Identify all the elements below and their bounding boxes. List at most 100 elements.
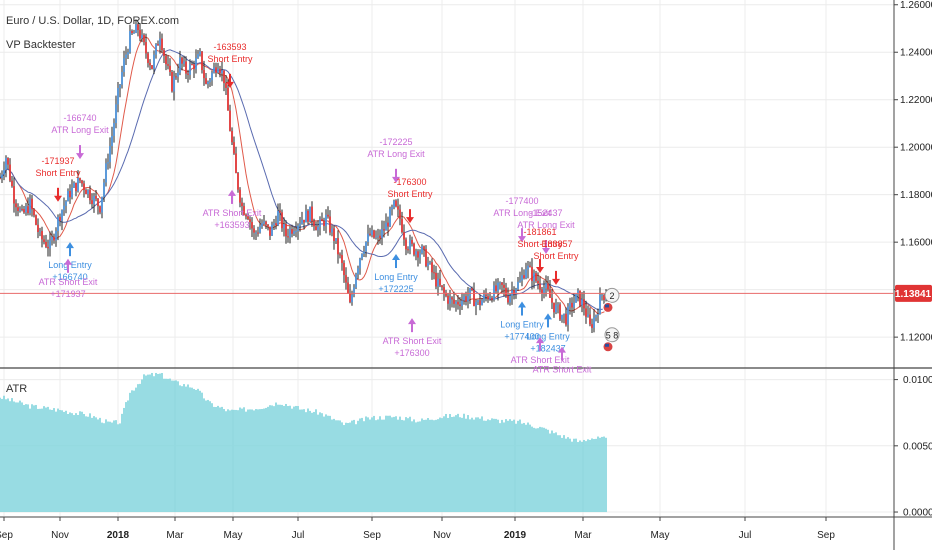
candle-body[interactable] xyxy=(159,38,161,46)
candle-body[interactable] xyxy=(491,297,493,300)
candle-body[interactable] xyxy=(235,153,237,174)
candle-body[interactable] xyxy=(411,240,413,244)
candle-body[interactable] xyxy=(67,190,69,202)
candle-body[interactable] xyxy=(297,225,299,231)
event-badge-circle[interactable] xyxy=(604,327,620,343)
candle-body[interactable] xyxy=(231,130,233,143)
candle-body[interactable] xyxy=(309,206,311,222)
candle-body[interactable] xyxy=(383,229,385,231)
candle-body[interactable] xyxy=(533,273,535,282)
candle-body[interactable] xyxy=(393,200,395,208)
candle-body[interactable] xyxy=(169,65,171,72)
candle-body[interactable] xyxy=(553,302,555,313)
candle-body[interactable] xyxy=(141,34,143,39)
candle-body[interactable] xyxy=(215,67,217,73)
candle-body[interactable] xyxy=(211,72,213,81)
candle-body[interactable] xyxy=(347,282,349,294)
candle-body[interactable] xyxy=(299,223,301,226)
candle-body[interactable] xyxy=(73,182,75,188)
candle-body[interactable] xyxy=(487,296,489,300)
candle-body[interactable] xyxy=(335,238,337,241)
candle-body[interactable] xyxy=(431,262,433,273)
candle-body[interactable] xyxy=(529,265,531,267)
candle-body[interactable] xyxy=(551,297,553,303)
candle-body[interactable] xyxy=(259,226,261,233)
candle-body[interactable] xyxy=(233,142,235,154)
event-badge[interactable]: 5 8 xyxy=(602,327,620,353)
candle-body[interactable] xyxy=(19,208,21,211)
candle-body[interactable] xyxy=(419,253,421,258)
candle-body[interactable] xyxy=(27,206,29,214)
candle-body[interactable] xyxy=(223,70,225,84)
candle-body[interactable] xyxy=(37,224,39,233)
candle-body[interactable] xyxy=(499,282,501,284)
candle-body[interactable] xyxy=(371,230,373,236)
candle-body[interactable] xyxy=(55,231,57,241)
candle-body[interactable] xyxy=(527,265,529,270)
candle-body[interactable] xyxy=(579,290,581,306)
candle-body[interactable] xyxy=(191,64,193,66)
candle-body[interactable] xyxy=(425,249,427,267)
candle-body[interactable] xyxy=(119,84,121,88)
candle-body[interactable] xyxy=(413,243,415,255)
candle-body[interactable] xyxy=(177,72,179,77)
candle-body[interactable] xyxy=(465,296,467,302)
candle-body[interactable] xyxy=(331,228,333,233)
candle-body[interactable] xyxy=(275,223,277,226)
candle-body[interactable] xyxy=(321,219,323,221)
candle-body[interactable] xyxy=(589,314,591,325)
candle-body[interactable] xyxy=(75,182,77,192)
candle-body[interactable] xyxy=(291,229,293,234)
candle-body[interactable] xyxy=(523,275,525,279)
candle-body[interactable] xyxy=(3,169,5,175)
candle-body[interactable] xyxy=(257,232,259,234)
candle-body[interactable] xyxy=(403,232,405,240)
candle-body[interactable] xyxy=(105,163,107,183)
candle-body[interactable] xyxy=(29,198,31,214)
candle-body[interactable] xyxy=(343,263,345,276)
candle-body[interactable] xyxy=(381,229,383,239)
candle-body[interactable] xyxy=(17,207,19,211)
candle-body[interactable] xyxy=(483,294,485,301)
candle-body[interactable] xyxy=(1,174,3,179)
candle-body[interactable] xyxy=(253,228,255,233)
candle-body[interactable] xyxy=(157,44,159,46)
candle-body[interactable] xyxy=(439,278,441,286)
candle-body[interactable] xyxy=(375,236,377,238)
candle-body[interactable] xyxy=(41,230,43,240)
candle-body[interactable] xyxy=(135,24,137,33)
candle-body[interactable] xyxy=(271,224,273,236)
candle-body[interactable] xyxy=(185,61,187,74)
candle-body[interactable] xyxy=(251,222,253,229)
candle-body[interactable] xyxy=(279,210,281,213)
candle-body[interactable] xyxy=(539,283,541,290)
candle-body[interactable] xyxy=(587,314,589,317)
event-badge[interactable]: 2 xyxy=(602,287,620,313)
candle-body[interactable] xyxy=(315,226,317,231)
price-candles[interactable] xyxy=(0,19,607,334)
candle-body[interactable] xyxy=(603,294,605,301)
candle-body[interactable] xyxy=(447,295,449,304)
candle-body[interactable] xyxy=(0,178,1,180)
candle-body[interactable] xyxy=(97,198,99,207)
candle-body[interactable] xyxy=(469,288,471,297)
candle-body[interactable] xyxy=(337,238,339,255)
candle-body[interactable] xyxy=(541,289,543,293)
candle-body[interactable] xyxy=(125,54,127,59)
candle-body[interactable] xyxy=(241,202,243,207)
candle-body[interactable] xyxy=(267,224,269,227)
candle-body[interactable] xyxy=(187,73,189,75)
candle-body[interactable] xyxy=(517,281,519,290)
candle-body[interactable] xyxy=(123,58,125,73)
candle-body[interactable] xyxy=(167,64,169,66)
candle-body[interactable] xyxy=(45,241,47,247)
candle-body[interactable] xyxy=(349,293,351,303)
candle-body[interactable] xyxy=(445,292,447,296)
candle-body[interactable] xyxy=(229,110,231,131)
candle-body[interactable] xyxy=(319,219,321,228)
candle-body[interactable] xyxy=(443,287,445,293)
candle-body[interactable] xyxy=(205,78,207,84)
candle-body[interactable] xyxy=(519,280,521,282)
candle-body[interactable] xyxy=(201,51,203,71)
candle-body[interactable] xyxy=(493,285,495,300)
